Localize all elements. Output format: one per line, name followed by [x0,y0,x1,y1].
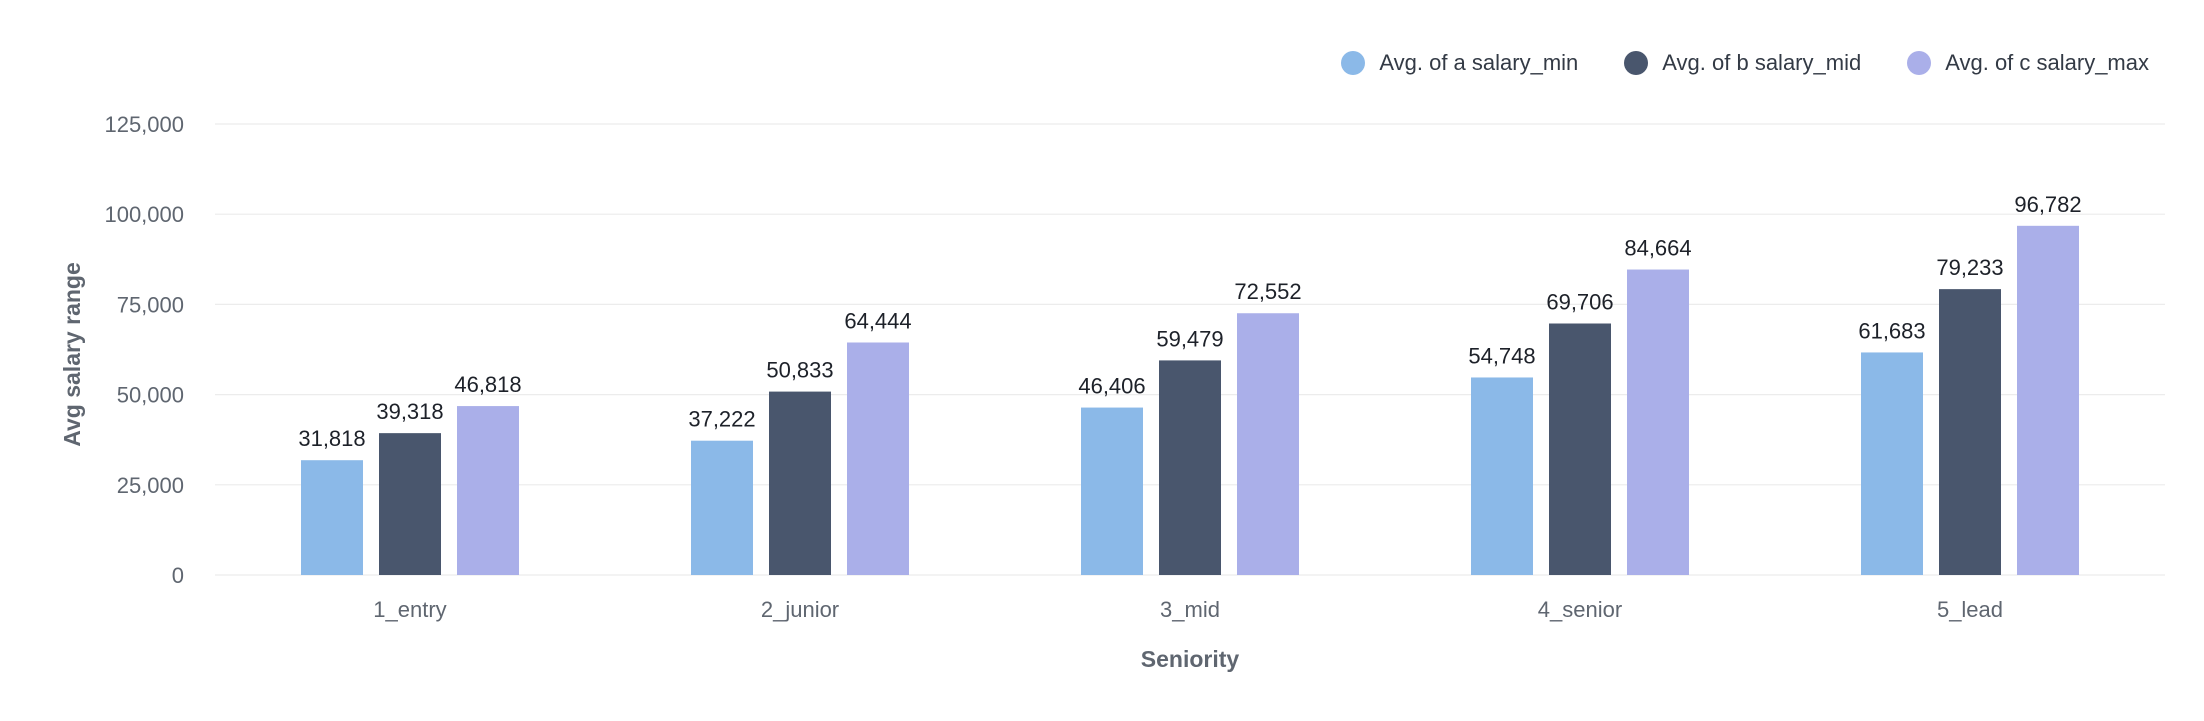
legend-label-salary-mid: Avg. of b salary_mid [1662,50,1862,75]
bar-4-senior-avg-of-a-salary-min[interactable] [1471,377,1533,575]
legend-item-salary-max[interactable]: Avg. of c salary_max [1907,50,2149,76]
data-label-4-senior-avg-of-a-salary-min: 54,748 [1468,343,1535,368]
bar-1-entry-avg-of-c-salary-max[interactable] [457,406,519,575]
x-tick-label: 4_senior [1538,597,1622,622]
y-tick-label: 0 [172,563,184,588]
bar-4-senior-avg-of-c-salary-max[interactable] [1627,269,1689,575]
bar-1-entry-avg-of-a-salary-min[interactable] [301,460,363,575]
x-tick-label: 2_junior [761,597,839,622]
data-label-4-senior-avg-of-b-salary-mid: 69,706 [1546,290,1613,315]
y-tick-label: 100,000 [104,202,184,227]
legend-label-salary-max: Avg. of c salary_max [1945,50,2149,75]
y-tick-label: 75,000 [117,292,184,317]
bar-1-entry-avg-of-b-salary-mid[interactable] [379,433,441,575]
legend-item-salary-mid[interactable]: Avg. of b salary_mid [1624,50,1861,76]
data-label-3-mid-avg-of-b-salary-mid: 59,479 [1156,326,1223,351]
data-label-1-entry-avg-of-b-salary-mid: 39,318 [376,399,443,424]
data-label-1-entry-avg-of-c-salary-max: 46,818 [454,372,521,397]
data-label-5-lead-avg-of-b-salary-mid: 79,233 [1936,255,2003,280]
y-axis-ticks: 0 25,000 50,000 75,000 100,000 125,000 [104,112,184,588]
bar-5-lead-avg-of-a-salary-min[interactable] [1861,352,1923,575]
data-label-3-mid-avg-of-a-salary-min: 46,406 [1078,374,1145,399]
legend-swatch-salary-mid [1624,51,1649,75]
data-label-2-junior-avg-of-a-salary-min: 37,222 [688,407,755,432]
data-label-5-lead-avg-of-a-salary-min: 61,683 [1858,318,1925,343]
data-label-1-entry-avg-of-a-salary-min: 31,818 [298,426,365,451]
legend-swatch-salary-min [1341,51,1366,75]
legend-swatch-salary-max [1907,51,1932,75]
bar-3-mid-avg-of-a-salary-min[interactable] [1081,407,1143,575]
legend-label-salary-min: Avg. of a salary_min [1379,50,1579,75]
data-labels: 31,818 39,318 46,818 37,222 50,833 64,444 46,4… [298,192,2081,451]
x-tick-label: 3_mid [1160,597,1220,622]
data-label-2-junior-avg-of-b-salary-mid: 50,833 [766,358,833,383]
bar-5-lead-avg-of-b-salary-mid[interactable] [1939,289,2001,575]
bar-4-senior-avg-of-b-salary-mid[interactable] [1549,323,1611,575]
bar-2-junior-avg-of-a-salary-min[interactable] [691,440,753,575]
data-label-4-senior-avg-of-c-salary-max: 84,664 [1624,236,1691,261]
data-label-3-mid-avg-of-c-salary-max: 72,552 [1234,279,1301,304]
bars [301,225,2079,575]
bar-5-lead-avg-of-c-salary-max[interactable] [2017,225,2079,575]
y-tick-label: 25,000 [117,473,184,498]
bar-2-junior-avg-of-b-salary-mid[interactable] [769,391,831,575]
x-axis-ticks: 1_entry 2_junior 3_mid 4_senior 5_lead [373,597,2003,622]
y-tick-label: 50,000 [117,383,184,408]
y-tick-label: 125,000 [104,112,184,137]
data-label-2-junior-avg-of-c-salary-max: 64,444 [844,308,911,333]
x-tick-label: 5_lead [1937,597,2003,622]
bar-3-mid-avg-of-b-salary-mid[interactable] [1159,360,1221,575]
legend-item-salary-min[interactable]: Avg. of a salary_min [1341,50,1578,76]
bar-3-mid-avg-of-c-salary-max[interactable] [1237,313,1299,575]
y-axis-title: Avg salary range [59,262,85,447]
data-label-5-lead-avg-of-c-salary-max: 96,782 [2014,192,2081,217]
chart-legend: Avg. of a salary_min Avg. of b salary_mi… [1341,50,2149,76]
x-tick-label: 1_entry [373,597,446,622]
bar-2-junior-avg-of-c-salary-max[interactable] [847,342,909,575]
x-axis-title: Seniority [1141,646,1240,672]
